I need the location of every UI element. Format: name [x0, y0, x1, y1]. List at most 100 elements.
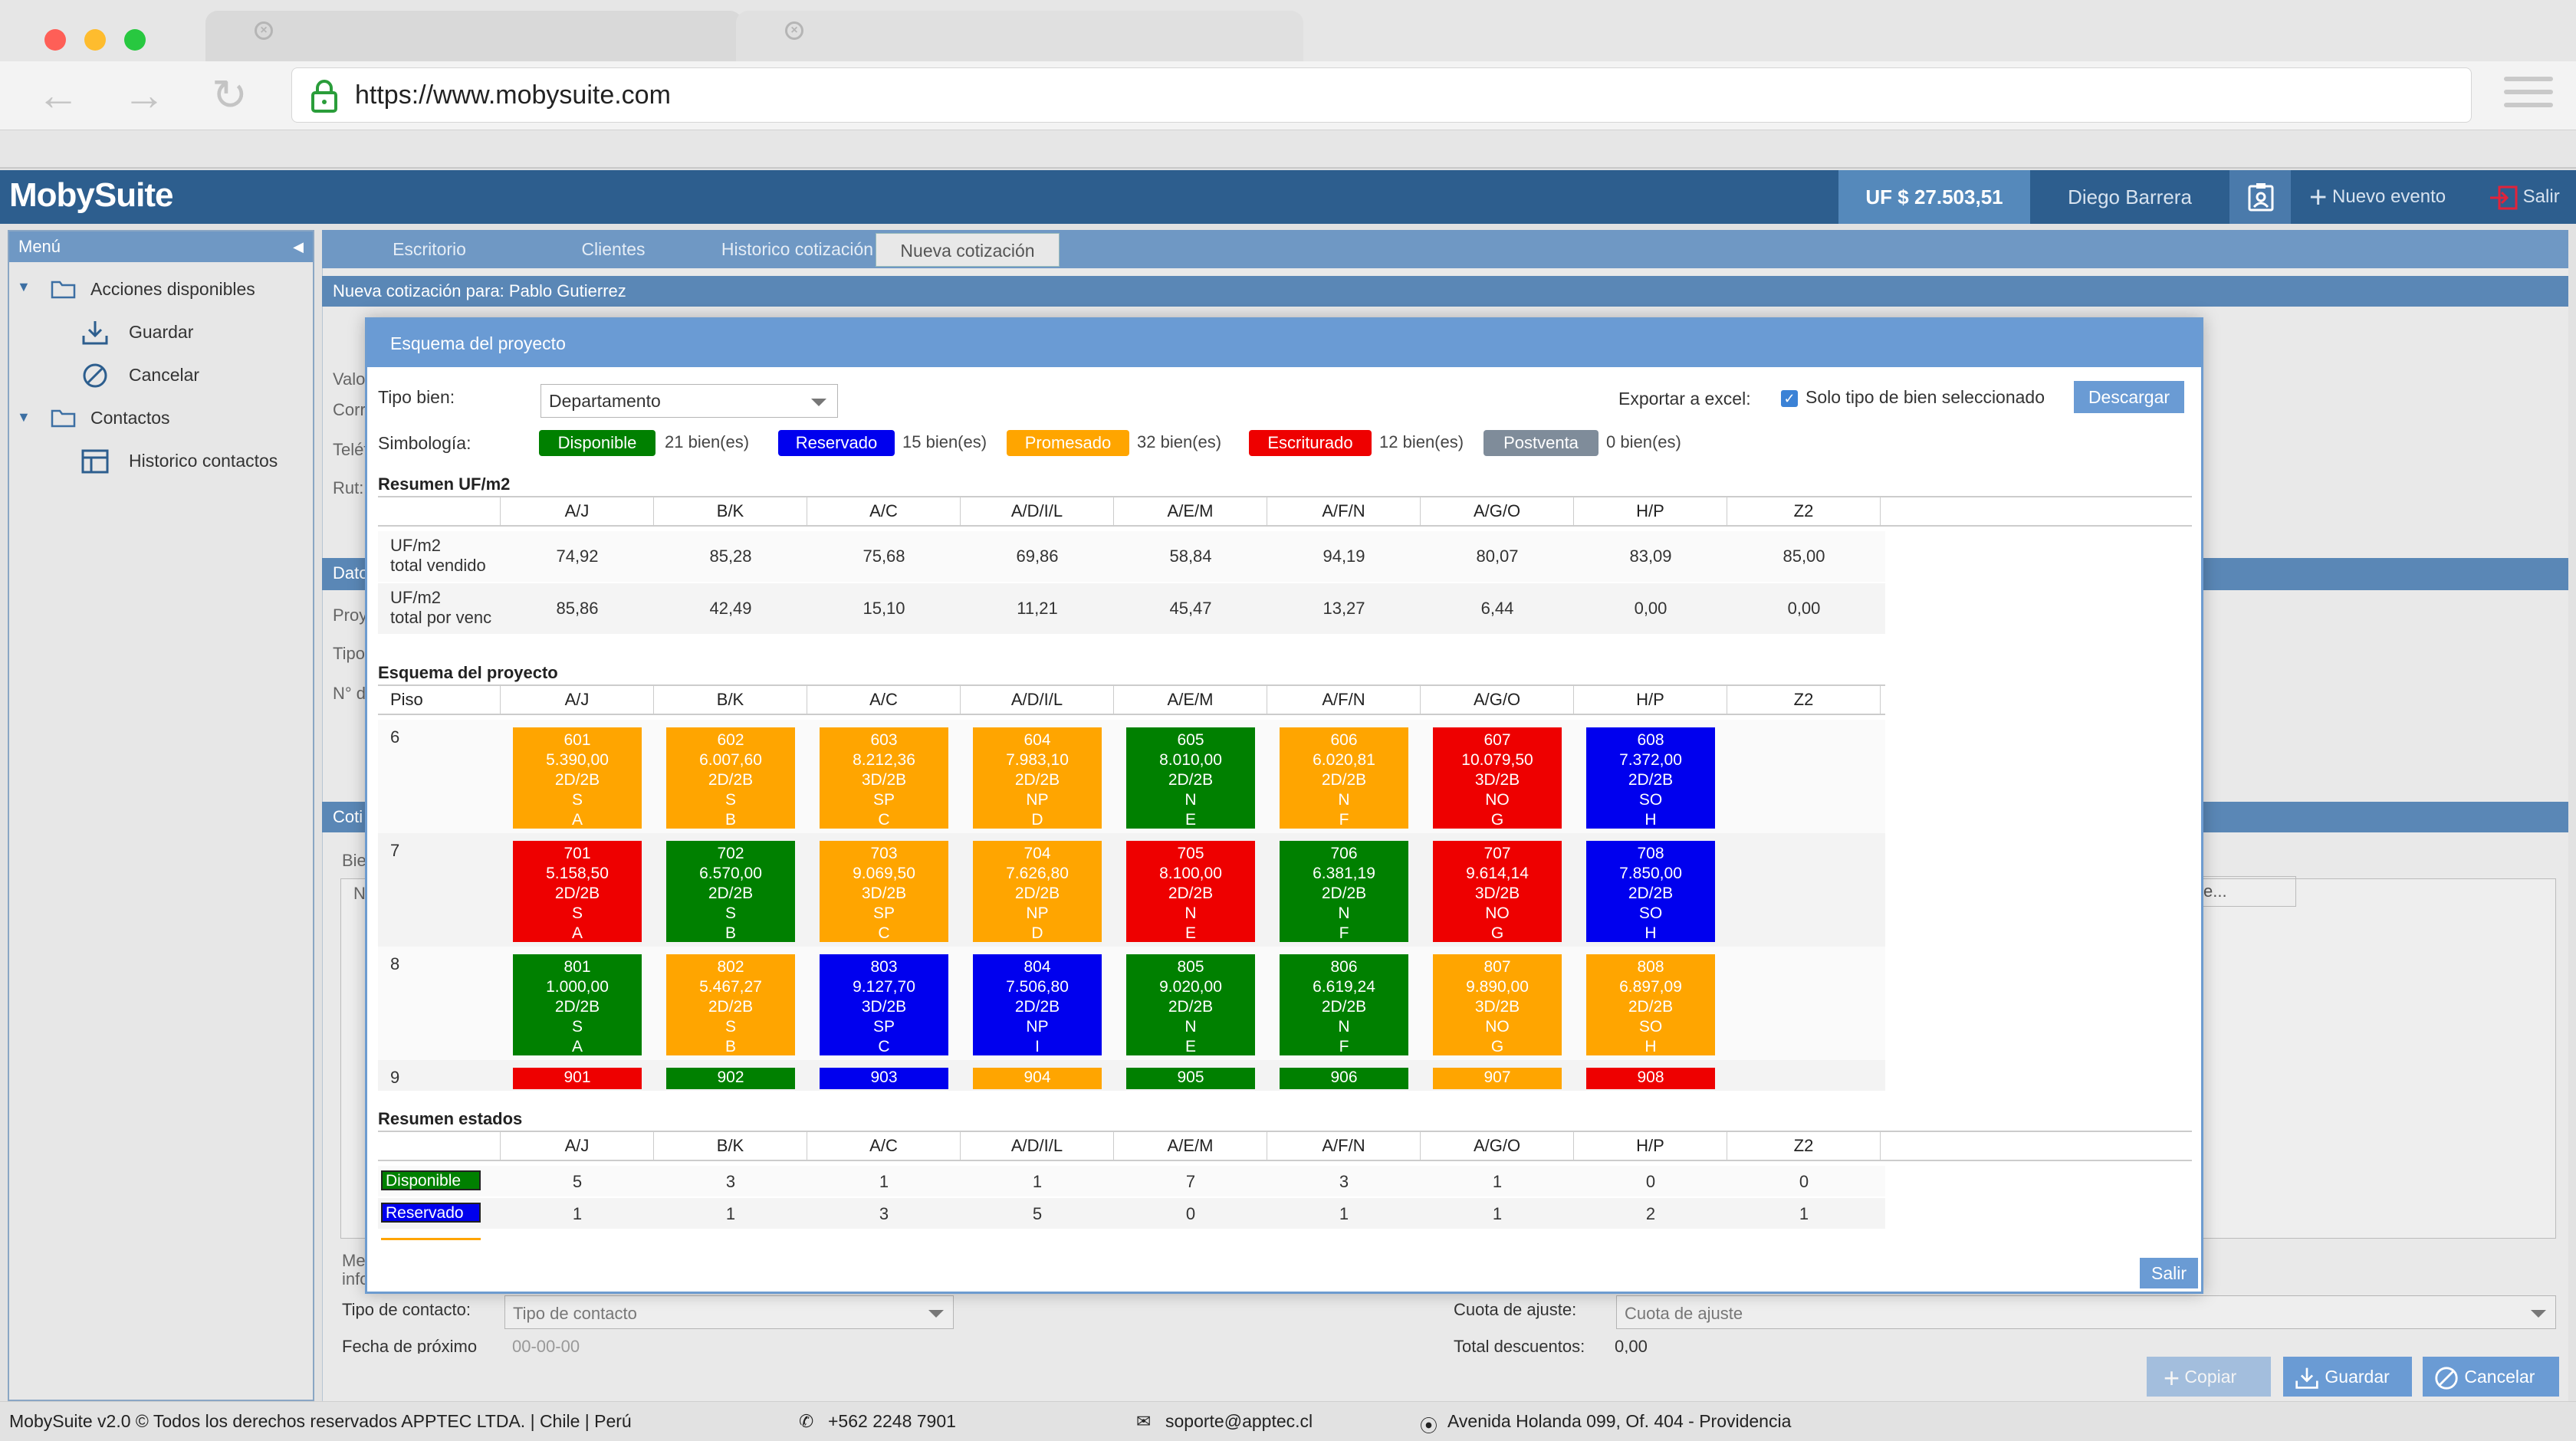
unit-cell[interactable]: 905	[1126, 1068, 1255, 1089]
unit-cell[interactable]: 608 7.372,00 2D/2B SO H	[1586, 727, 1715, 829]
new-event-button[interactable]: + Nuevo evento	[2309, 180, 2446, 215]
column-header: B/K	[654, 1132, 807, 1160]
unit-cell[interactable]: 804 7.506,80 2D/2B NP I	[973, 954, 1102, 1055]
unit-cell[interactable]: 902	[666, 1068, 795, 1089]
legend-count: 15 bien(es)	[902, 432, 987, 451]
browser-menu-icon[interactable]	[2504, 77, 2553, 113]
contact-type-select[interactable]: Tipo de contacto	[504, 1295, 954, 1329]
unit-cell[interactable]: 904	[973, 1068, 1102, 1089]
address-bar[interactable]: https://www.mobysuite.com	[291, 67, 2472, 123]
tab-nueva-cotizacion[interactable]: Nueva cotización	[876, 233, 1060, 267]
back-arrow-icon[interactable]: ←	[37, 71, 80, 119]
forward-arrow-icon[interactable]: →	[123, 71, 166, 119]
estado-value: 1	[1492, 1204, 1503, 1223]
unit-n: 701	[564, 845, 591, 862]
copy-button[interactable]: + Copiar	[2147, 1357, 2271, 1397]
download-button[interactable]: Descargar	[2074, 381, 2184, 413]
reload-icon[interactable]: ↻	[212, 71, 248, 119]
unit-o: N	[1338, 1018, 1350, 1036]
unit-cell[interactable]: 807 9.890,00 3D/2B NO G	[1433, 954, 1562, 1055]
unit-cell[interactable]: 707 9.614,14 3D/2B NO G	[1433, 841, 1562, 942]
unit-cell[interactable]: 603 8.212,36 3D/2B SP C	[820, 727, 948, 829]
tipo-bien-select[interactable]: Departamento	[540, 384, 838, 418]
only-selected-checkbox[interactable]: ✓	[1781, 390, 1798, 407]
unit-p: 7.372,00	[1619, 751, 1682, 769]
sidebar-group-contacts[interactable]: Contactos	[90, 408, 170, 428]
tab-historico[interactable]: Historico cotización	[721, 239, 874, 259]
window-maximize-button[interactable]	[124, 29, 146, 51]
unit-t: 3D/2B	[1474, 998, 1520, 1016]
unit-cell[interactable]: 907	[1433, 1068, 1562, 1089]
contact-card-button[interactable]	[2229, 170, 2291, 224]
uf-row	[378, 531, 1885, 582]
unit-cell[interactable]: 602 6.007,60 2D/2B S B	[666, 727, 795, 829]
field-label: Corr	[333, 400, 366, 419]
unit-cell[interactable]: 702 6.570,00 2D/2B S B	[666, 841, 795, 942]
unit-p: 1.000,00	[546, 978, 609, 996]
uf-value: 58,84	[1169, 547, 1212, 566]
sidebar-item-history[interactable]: Historico contactos	[129, 451, 278, 471]
exit-button[interactable]: Salir	[2490, 170, 2560, 224]
unit-cell[interactable]: 708 7.850,00 2D/2B SO H	[1586, 841, 1715, 942]
column-header: A/J	[501, 1132, 654, 1160]
unit-cell[interactable]: 901	[513, 1068, 642, 1089]
tab-escritorio[interactable]: Escritorio	[393, 239, 466, 259]
unit-cell[interactable]: 606 6.020,81 2D/2B N F	[1280, 727, 1408, 829]
column-header: A/E/M	[1114, 686, 1267, 714]
save-button[interactable]: Guardar	[2283, 1357, 2412, 1397]
unit-cell[interactable]: 601 5.390,00 2D/2B S A	[513, 727, 642, 829]
table-icon	[81, 449, 109, 474]
adjust-select[interactable]: Cuota de ajuste	[1616, 1295, 2556, 1329]
legend-reservado: Reservado	[778, 430, 895, 456]
main-tabs: Escritorio Clientes Historico cotización…	[322, 230, 2568, 268]
unit-t: 2D/2B	[1168, 885, 1214, 902]
unit-cell[interactable]: 903	[820, 1068, 948, 1089]
cancel-button[interactable]: Cancelar	[2423, 1357, 2559, 1397]
unit-n: 604	[1024, 731, 1051, 749]
folder-icon	[51, 281, 76, 299]
unit-n: 705	[1177, 845, 1204, 862]
unit-cell[interactable]: 806 6.619,24 2D/2B N F	[1280, 954, 1408, 1055]
unit-n: 805	[1177, 958, 1204, 976]
unit-cell[interactable]: 808 6.897,09 2D/2B SO H	[1586, 954, 1715, 1055]
unit-c: A	[571, 1038, 583, 1055]
modal-exit-button[interactable]: Salir	[2140, 1258, 2198, 1288]
unit-cell[interactable]: 705 8.100,00 2D/2B N E	[1126, 841, 1255, 942]
window-minimize-button[interactable]	[84, 29, 106, 51]
row-label: total por venc	[390, 608, 492, 627]
unit-cell[interactable]: 802 5.467,27 2D/2B S B	[666, 954, 795, 1055]
unit-cell[interactable]: 604 7.983,10 2D/2B NP D	[973, 727, 1102, 829]
unit-cell[interactable]: 908	[1586, 1068, 1715, 1089]
unit-cell[interactable]: 704 7.626,80 2D/2B NP D	[973, 841, 1102, 942]
unit-cell[interactable]: 605 8.010,00 2D/2B N E	[1126, 727, 1255, 829]
chevron-down-icon[interactable]: ▼	[17, 409, 31, 425]
sidebar-group-actions[interactable]: Acciones disponibles	[90, 279, 255, 299]
unit-cell[interactable]: 607 10.079,50 3D/2B NO G	[1433, 727, 1562, 829]
unit-cell[interactable]: 801 1.000,00 2D/2B S A	[513, 954, 642, 1055]
unit-o: NP	[1026, 904, 1049, 922]
close-icon[interactable]: ×	[255, 21, 273, 40]
project-scheme-modal: Esquema del proyecto Tipo bien: Departam…	[365, 317, 2203, 1294]
unit-p: 9.890,00	[1466, 978, 1529, 996]
email[interactable]: soporte@apptec.cl	[1165, 1411, 1313, 1431]
browser-tab[interactable]: ×	[205, 11, 742, 61]
unit-cell[interactable]: 805 9.020,00 2D/2B N E	[1126, 954, 1255, 1055]
unit-cell[interactable]: 803 9.127,70 3D/2B SP C	[820, 954, 948, 1055]
unit-cell[interactable]: 906	[1280, 1068, 1408, 1089]
close-icon[interactable]: ×	[785, 21, 803, 40]
sidebar-item-save[interactable]: Guardar	[129, 322, 194, 342]
collapse-icon[interactable]: ◀	[293, 239, 304, 254]
unit-cell[interactable]: 701 5.158,50 2D/2B S A	[513, 841, 642, 942]
unit-cell[interactable]: 706 6.381,19 2D/2B N F	[1280, 841, 1408, 942]
browser-tab[interactable]: ×	[736, 11, 1303, 61]
uf-value: 0,00	[1787, 599, 1821, 618]
chevron-down-icon	[811, 399, 826, 406]
chevron-down-icon[interactable]: ▼	[17, 279, 31, 294]
unit-c: F	[1339, 924, 1349, 942]
sidebar-item-cancel[interactable]: Cancelar	[129, 365, 200, 385]
user-name[interactable]: Diego Barrera	[2068, 185, 2192, 208]
window-close-button[interactable]	[44, 29, 66, 51]
unit-t: 2D/2B	[708, 998, 754, 1016]
unit-cell[interactable]: 703 9.069,50 3D/2B SP C	[820, 841, 948, 942]
tab-clientes[interactable]: Clientes	[581, 239, 646, 259]
